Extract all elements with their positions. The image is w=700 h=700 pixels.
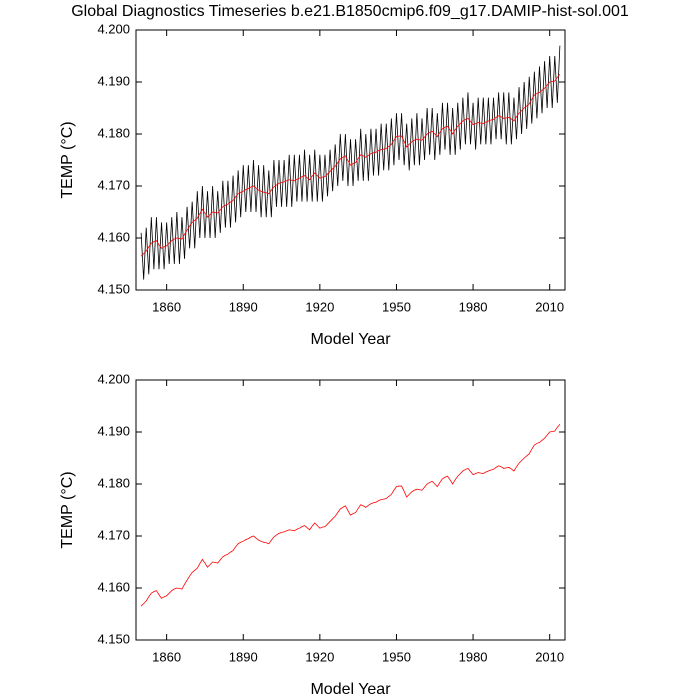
- x-tick-label: 1980: [459, 299, 488, 314]
- x-tick-label: 1860: [152, 649, 181, 664]
- y-tick-label: 4.180: [97, 475, 130, 490]
- plot-frame: [135, 379, 566, 641]
- x-tick-label: 2010: [535, 649, 564, 664]
- x-tick-label: 1920: [305, 299, 334, 314]
- y-tick-label: 4.190: [97, 423, 130, 438]
- x-axis-label: Model Year: [310, 331, 391, 348]
- y-tick-label: 4.200: [97, 21, 130, 36]
- plot-frame: [135, 29, 566, 291]
- y-tick-label: 4.150: [97, 281, 130, 296]
- y-tick-label: 4.160: [97, 229, 130, 244]
- y-axis-label: TEMP (°C): [59, 471, 76, 548]
- x-tick-label: 1890: [229, 299, 258, 314]
- x-tick-label: 2010: [535, 299, 564, 314]
- x-tick-label: 1860: [152, 299, 181, 314]
- x-tick-label: 1920: [305, 649, 334, 664]
- series-line: [140, 423, 561, 607]
- x-tick-label: 1890: [229, 649, 258, 664]
- series-line: [140, 73, 561, 257]
- series-line: [140, 45, 561, 280]
- y-tick-label: 4.200: [97, 371, 130, 386]
- y-tick-label: 4.170: [97, 177, 130, 192]
- y-tick-label: 4.180: [97, 125, 130, 140]
- x-tick-label: 1980: [459, 649, 488, 664]
- y-tick-label: 4.160: [97, 579, 130, 594]
- chart-title: Global Diagnostics Timeseries b.e21.B185…: [71, 3, 629, 20]
- y-tick-label: 4.170: [97, 527, 130, 542]
- x-axis-label: Model Year: [310, 681, 391, 698]
- x-tick-label: 1950: [382, 299, 411, 314]
- y-tick-label: 4.150: [97, 631, 130, 646]
- y-tick-label: 4.190: [97, 73, 130, 88]
- x-tick-label: 1950: [382, 649, 411, 664]
- y-axis-label: TEMP (°C): [59, 121, 76, 198]
